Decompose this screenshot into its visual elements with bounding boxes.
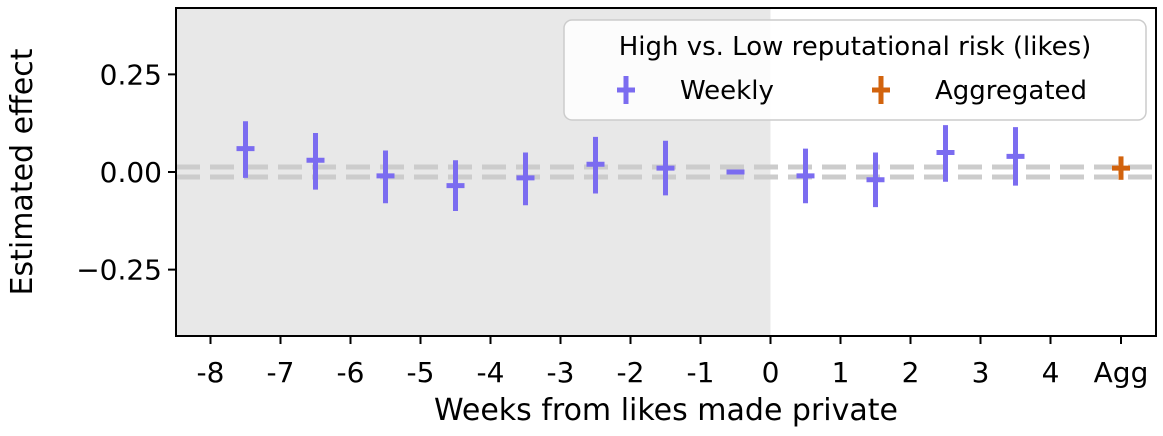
data-point-weekly — [306, 132, 325, 190]
x-tick-label: 2 — [902, 356, 920, 389]
legend-box — [563, 19, 1147, 121]
x-axis: -8 -7 -6 -5 -4 -3 -2 -1 0 1 2 3 4 Agg — [197, 336, 1149, 389]
legend-marker-aggregated — [872, 76, 890, 104]
data-marks — [236, 121, 1130, 212]
data-point-weekly — [936, 125, 955, 182]
data-point-weekly — [656, 140, 675, 196]
x-tick-label: Agg — [1094, 356, 1149, 389]
data-point-weekly — [376, 150, 395, 204]
legend-title: High vs. Low reputational risk (likes) — [619, 32, 1092, 62]
y-axis-label: Estimated effect — [5, 48, 40, 295]
x-tick-label: 4 — [1042, 356, 1060, 389]
data-point-weekly — [586, 136, 605, 194]
y-axis: 0.25 0.00 −0.25 — [76, 58, 176, 287]
x-tick-label: -8 — [197, 356, 225, 389]
x-tick-label: -4 — [477, 356, 505, 389]
data-point-weekly — [446, 160, 465, 212]
x-tick-label: -7 — [267, 356, 295, 389]
data-point-weekly — [236, 121, 255, 178]
x-tick-label: -5 — [407, 356, 435, 389]
legend-label-weekly: Weekly — [680, 76, 774, 106]
y-tick-label: 0.00 — [100, 156, 162, 189]
data-point-weekly — [866, 152, 885, 208]
data-point-weekly — [796, 148, 815, 204]
x-axis-label: Weeks from likes made private — [434, 393, 898, 428]
x-tick-label: -1 — [687, 356, 715, 389]
y-tick-label: −0.25 — [76, 254, 162, 287]
x-tick-label: -6 — [337, 356, 365, 389]
x-tick-label: 3 — [972, 356, 990, 389]
data-point-aggregated — [1112, 156, 1130, 180]
x-tick-label: 0 — [762, 356, 780, 389]
legend-marker-weekly — [617, 76, 635, 104]
data-point-weekly — [516, 152, 535, 206]
x-tick-label: -2 — [617, 356, 645, 389]
legend-label-aggregated: Aggregated — [935, 76, 1087, 106]
y-tick-label: 0.25 — [100, 58, 162, 91]
legend: High vs. Low reputational risk (likes) W… — [563, 19, 1147, 121]
x-tick-label: 1 — [832, 356, 850, 389]
data-point-weekly — [1006, 127, 1025, 186]
x-tick-label: -3 — [547, 356, 575, 389]
